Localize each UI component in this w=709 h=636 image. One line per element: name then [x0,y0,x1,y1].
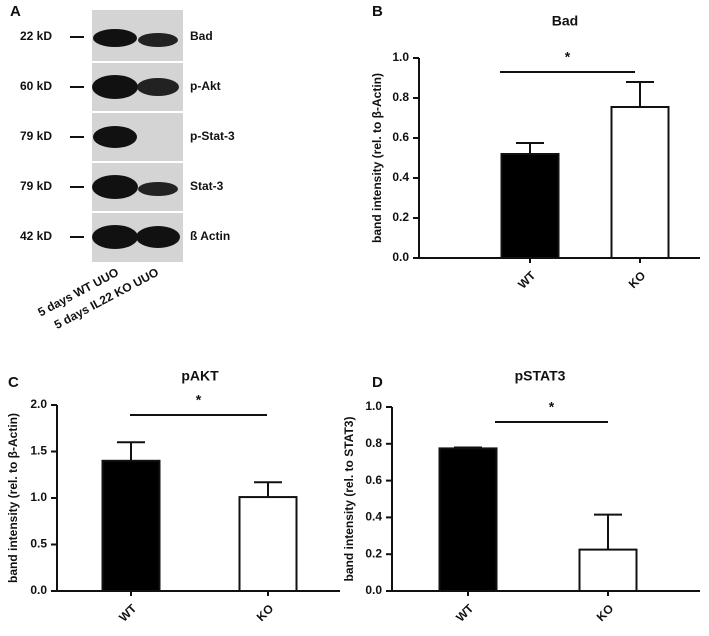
chart-title: pAKT [181,368,219,384]
y-tick-label: 0.4 [365,510,382,524]
bar [101,459,161,592]
band [137,78,179,96]
band-label: Bad [190,29,213,43]
band-size: 79 kD [20,129,52,143]
band [93,126,137,148]
chart-title: Bad [552,13,578,29]
band [92,175,138,199]
significance-mark: * [549,399,555,415]
y-tick-label: 0.0 [30,583,47,597]
y-axis-label: band intensity (rel. to β-Actin) [370,73,384,243]
band-label: Stat-3 [190,179,224,193]
y-tick-label: 0.8 [365,436,382,450]
y-tick-label: 1.5 [30,444,47,458]
band [92,75,138,99]
band-size: 22 kD [20,29,52,43]
chart-title: pSTAT3 [515,368,566,384]
x-tick-label: KO [626,268,649,291]
y-tick-label: 0.5 [30,537,47,551]
y-tick-label: 0.2 [392,210,409,224]
y-tick-label: 0.6 [365,473,382,487]
blot-image [92,10,183,262]
band-size: 60 kD [20,79,52,93]
y-tick-label: 0.0 [392,250,409,264]
band-label: p-Stat-3 [190,129,235,143]
y-tick-label: 0.4 [392,170,409,184]
band-label: ß Actin [190,229,230,243]
significance-mark: * [196,392,202,408]
band-label: p-Akt [190,79,221,93]
x-tick-label: KO [254,601,277,624]
bar [500,153,560,259]
y-tick-label: 1.0 [392,50,409,64]
x-tick-label: WT [116,601,140,625]
bar [438,447,498,592]
panel-letter: C [8,374,19,391]
y-tick-label: 0.0 [365,583,382,597]
y-tick-label: 0.8 [392,90,409,104]
panel-letter: B [372,3,383,20]
y-tick-label: 0.2 [365,546,382,560]
y-axis-label: band intensity (rel. to β-Actin) [6,413,20,583]
bar [238,496,298,593]
y-tick-label: 1.0 [30,490,47,504]
panel-letter: A [10,3,21,20]
panel-letter: D [372,374,383,391]
band [138,182,178,196]
y-tick-label: 0.6 [392,130,409,144]
x-tick-label: KO [594,601,617,624]
band-size: 79 kD [20,179,52,193]
band [138,33,178,47]
band-size: 42 kD [20,229,52,243]
y-tick-label: 2.0 [30,397,47,411]
bar [578,548,638,592]
band [136,226,180,248]
x-tick-label: WT [515,268,539,292]
bar [610,106,670,259]
x-tick-label: WT [453,601,477,625]
band [92,225,138,249]
significance-mark: * [565,49,571,65]
y-tick-label: 1.0 [365,399,382,413]
y-axis-label: band intensity (rel. to STAT3) [342,417,356,582]
band [93,29,137,47]
